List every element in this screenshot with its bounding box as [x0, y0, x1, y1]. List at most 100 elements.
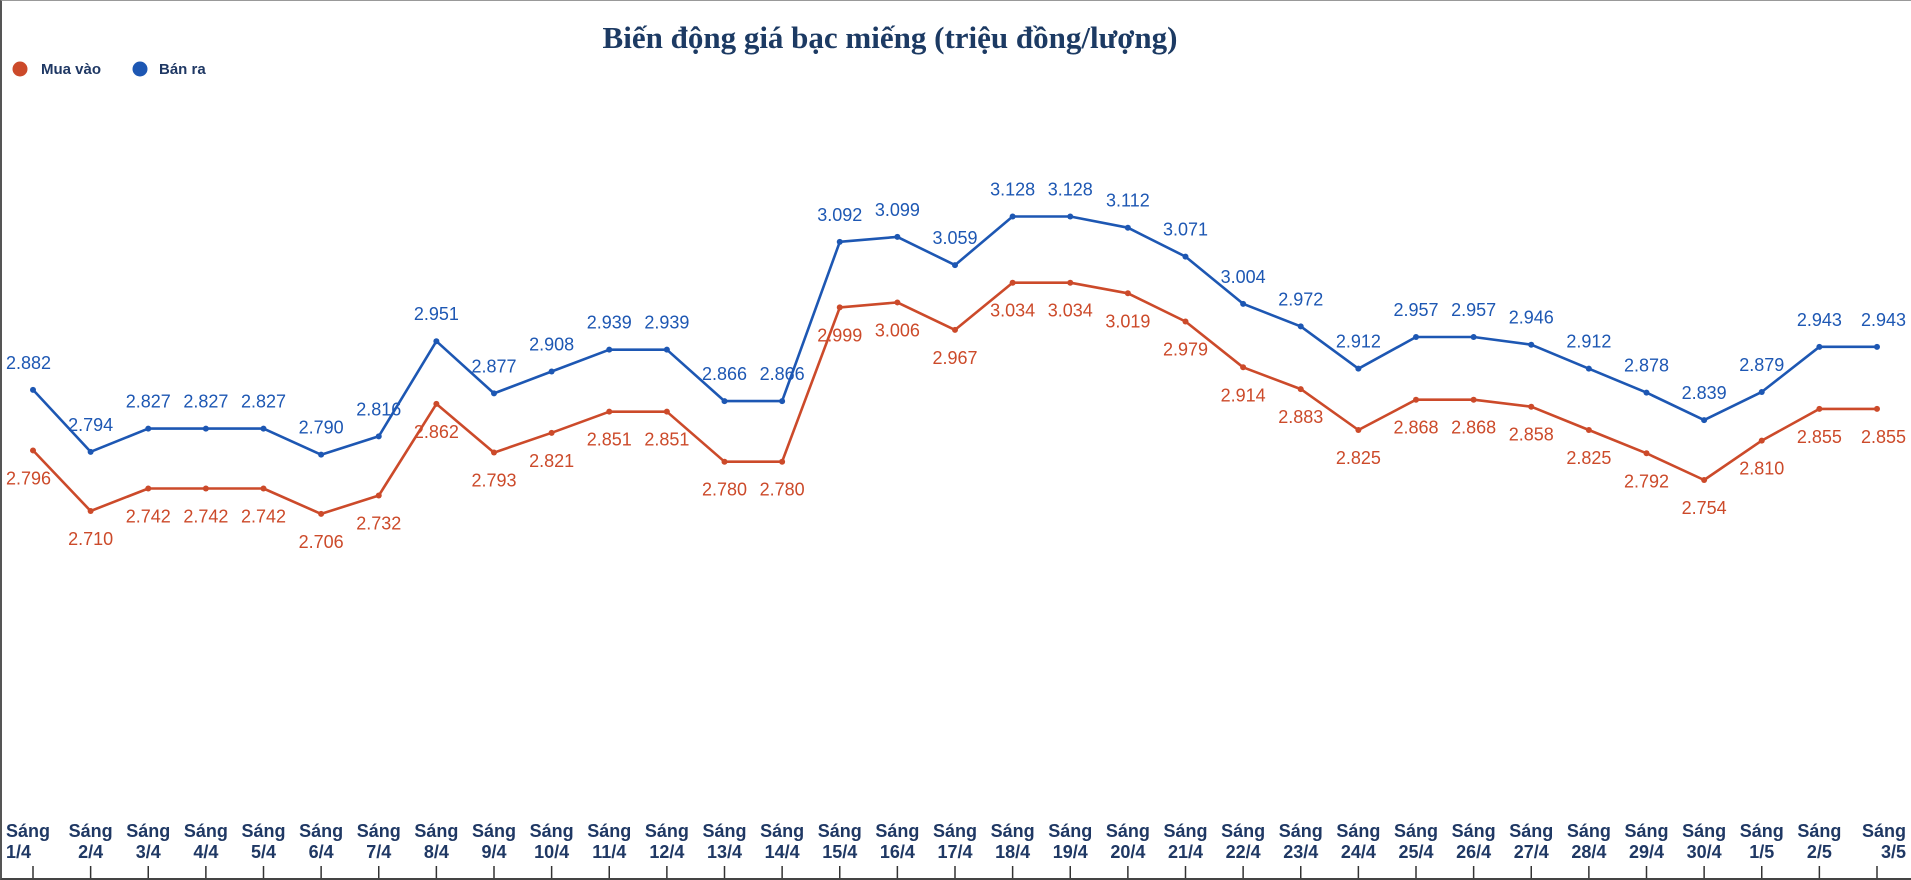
data-point-mua-vao[interactable] [1355, 427, 1362, 433]
data-point-ban-ra[interactable] [30, 386, 36, 393]
data-point-ban-ra[interactable] [663, 346, 670, 353]
data-point-ban-ra[interactable] [318, 451, 325, 458]
x-tick-label-line1: Sáng [6, 821, 50, 841]
data-point-mua-vao[interactable] [1816, 405, 1823, 412]
data-label-mua-vao: 2.710 [68, 529, 113, 549]
data-point-ban-ra[interactable] [721, 398, 728, 405]
x-tick-label-line1: Sáng [1567, 821, 1611, 841]
x-tick-label-line2: 17/4 [937, 842, 972, 862]
data-point-mua-vao[interactable] [1182, 318, 1189, 325]
data-point-ban-ra[interactable] [1009, 213, 1016, 220]
data-point-ban-ra[interactable] [145, 425, 152, 432]
data-point-mua-vao[interactable] [548, 429, 555, 436]
data-point-ban-ra[interactable] [433, 338, 440, 345]
x-tick-label-line2: 27/4 [1514, 842, 1549, 862]
data-point-mua-vao[interactable] [491, 449, 497, 456]
x-tick-label-line2: 3/4 [136, 842, 161, 862]
data-point-mua-vao[interactable] [1297, 386, 1304, 393]
x-tick-label-line1: Sáng [357, 821, 401, 841]
data-point-mua-vao[interactable] [1470, 396, 1477, 403]
data-point-ban-ra[interactable] [1874, 343, 1880, 350]
data-label-ban-ra: 2.912 [1336, 332, 1381, 352]
data-point-mua-vao[interactable] [433, 400, 440, 407]
data-point-ban-ra[interactable] [1297, 323, 1304, 330]
data-point-ban-ra[interactable] [1758, 388, 1765, 395]
data-point-mua-vao[interactable] [260, 485, 267, 492]
data-point-mua-vao[interactable] [836, 304, 843, 311]
data-label-mua-vao: 2.967 [932, 348, 977, 368]
data-label-mua-vao: 3.034 [1048, 301, 1093, 321]
legend-item-mua-vao[interactable]: Mua vào [12, 61, 102, 78]
x-tick-label-line1: Sáng [760, 821, 804, 841]
data-point-mua-vao[interactable] [1240, 364, 1247, 371]
data-point-ban-ra[interactable] [202, 425, 209, 432]
data-label-ban-ra: 2.939 [587, 313, 632, 333]
data-point-ban-ra[interactable] [952, 262, 958, 269]
data-point-mua-vao[interactable] [202, 485, 209, 492]
data-point-mua-vao[interactable] [30, 447, 36, 454]
data-point-ban-ra[interactable] [1816, 343, 1823, 350]
data-label-ban-ra: 2.912 [1566, 332, 1611, 352]
data-point-mua-vao[interactable] [318, 510, 325, 517]
legend-item-ban-ra[interactable]: Bán ra [132, 61, 207, 78]
data-point-mua-vao[interactable] [779, 458, 786, 465]
data-point-mua-vao[interactable] [894, 299, 901, 306]
data-point-ban-ra[interactable] [260, 425, 267, 432]
data-point-ban-ra[interactable] [87, 448, 94, 455]
legend-label-mua-vao: Mua vào [41, 61, 101, 78]
data-point-mua-vao[interactable] [1009, 279, 1016, 286]
data-point-ban-ra[interactable] [606, 346, 613, 353]
data-point-ban-ra[interactable] [1643, 389, 1650, 396]
data-point-ban-ra[interactable] [548, 368, 555, 375]
data-point-ban-ra[interactable] [1585, 365, 1592, 372]
data-point-mua-vao[interactable] [375, 492, 382, 499]
x-tick-label-line2: 30/4 [1687, 842, 1722, 862]
data-point-ban-ra[interactable] [1528, 341, 1535, 348]
data-point-ban-ra[interactable] [1240, 300, 1247, 307]
data-label-ban-ra: 2.866 [702, 364, 747, 384]
data-point-ban-ra[interactable] [1355, 365, 1362, 372]
data-point-ban-ra[interactable] [1182, 253, 1189, 260]
x-tick-label-line2: 11/4 [592, 842, 626, 862]
x-tick-label-line1: Sáng [414, 821, 458, 841]
data-point-mua-vao[interactable] [145, 485, 152, 492]
x-tick-label-line1: Sáng [1862, 821, 1906, 841]
data-point-ban-ra[interactable] [1470, 333, 1477, 340]
data-point-mua-vao[interactable] [1701, 477, 1708, 484]
data-point-mua-vao[interactable] [1124, 290, 1131, 297]
x-tick-label-line1: Sáng [1394, 821, 1438, 841]
data-point-ban-ra[interactable] [491, 390, 497, 397]
data-point-mua-vao[interactable] [663, 408, 670, 415]
data-point-mua-vao[interactable] [1874, 405, 1880, 412]
data-label-ban-ra: 2.839 [1682, 383, 1727, 403]
data-point-ban-ra[interactable] [779, 398, 786, 405]
data-point-mua-vao[interactable] [721, 458, 728, 465]
data-point-mua-vao[interactable] [952, 326, 958, 333]
data-label-mua-vao: 2.979 [1163, 339, 1208, 359]
data-point-ban-ra[interactable] [375, 433, 382, 440]
data-point-mua-vao[interactable] [1643, 450, 1650, 457]
data-point-ban-ra[interactable] [1701, 417, 1708, 424]
data-point-mua-vao[interactable] [1528, 403, 1535, 410]
data-point-ban-ra[interactable] [1124, 224, 1131, 231]
data-point-mua-vao[interactable] [87, 508, 94, 515]
x-tick-label-line1: Sáng [472, 821, 516, 841]
data-point-mua-vao[interactable] [1585, 427, 1592, 433]
data-point-mua-vao[interactable] [606, 408, 613, 415]
data-point-ban-ra[interactable] [894, 233, 901, 240]
data-point-mua-vao[interactable] [1067, 279, 1074, 286]
data-point-ban-ra[interactable] [1067, 213, 1074, 220]
data-point-mua-vao[interactable] [1758, 437, 1765, 444]
data-point-mua-vao[interactable] [1413, 396, 1419, 403]
data-point-ban-ra[interactable] [1413, 333, 1419, 340]
data-point-ban-ra[interactable] [836, 238, 843, 245]
data-label-mua-vao: 2.855 [1797, 427, 1842, 447]
